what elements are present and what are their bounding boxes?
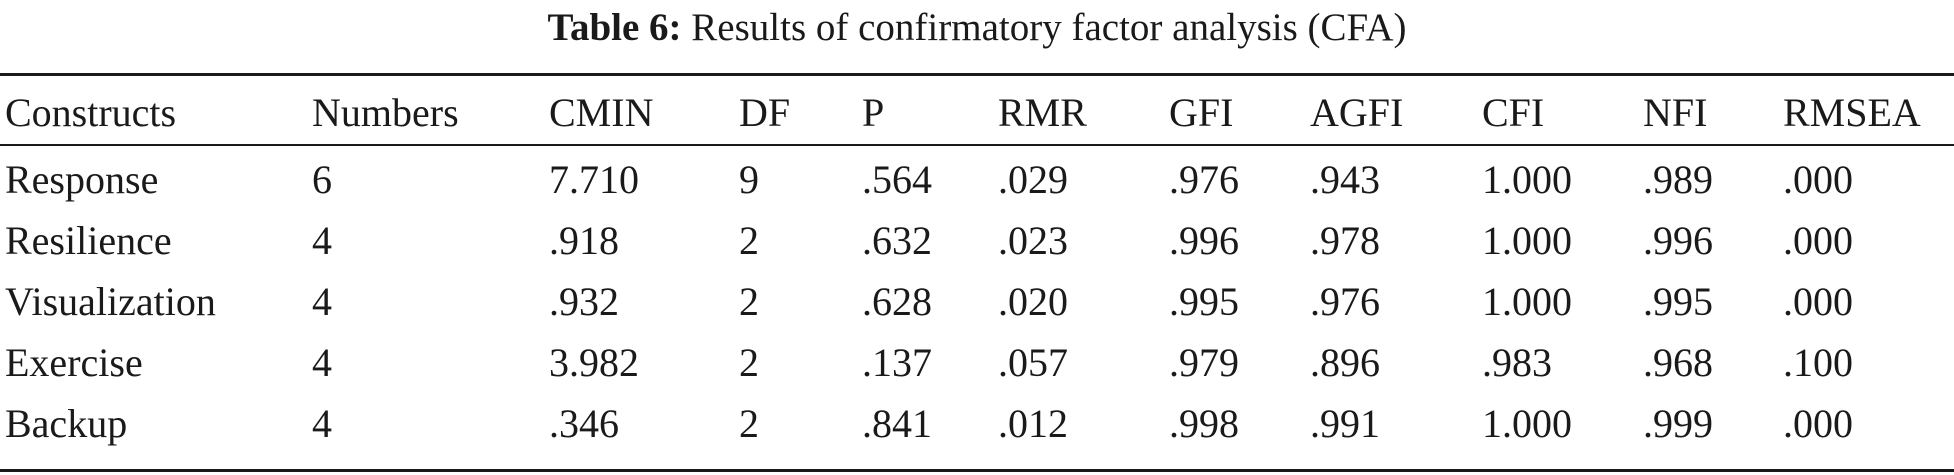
- cell-rmsea: .000: [1783, 279, 1853, 324]
- cell-numbers: 6: [312, 157, 332, 202]
- header-cell-df: DF: [739, 90, 791, 135]
- cell-cmin: 7.710: [549, 157, 639, 202]
- cell-p: .564: [862, 157, 932, 202]
- cell-cfi: .983: [1482, 340, 1552, 385]
- cell-df: 2: [739, 401, 759, 446]
- cell-rmsea: .000: [1783, 218, 1853, 263]
- header-cell-nfi: NFI: [1643, 90, 1708, 135]
- cell-p: .632: [862, 218, 932, 263]
- cell-construct: Backup: [5, 401, 128, 446]
- table-title: Results of confirmatory factor analysis …: [691, 6, 1407, 49]
- top-rule: [0, 73, 1954, 76]
- cell-gfi: .998: [1169, 401, 1239, 446]
- cell-numbers: 4: [312, 279, 332, 324]
- cell-nfi: .996: [1643, 218, 1713, 263]
- cell-numbers: 4: [312, 401, 332, 446]
- cell-rmsea: .000: [1783, 157, 1853, 202]
- cell-df: 9: [739, 157, 759, 202]
- cell-construct: Resilience: [5, 218, 172, 263]
- table-row: Visualization 4 .932 2 .628 .020 .995 .9…: [0, 272, 1954, 332]
- cell-construct: Response: [5, 157, 159, 202]
- cell-gfi: .996: [1169, 218, 1239, 263]
- cell-p: .137: [862, 340, 932, 385]
- header-cell-agfi: AGFI: [1310, 90, 1404, 135]
- cell-cmin: 3.982: [549, 340, 639, 385]
- cell-rmsea: .100: [1783, 340, 1853, 385]
- cell-rmr: .057: [998, 340, 1068, 385]
- table-caption: Table 6: Results of confirmatory factor …: [0, 0, 1954, 60]
- bottom-rule: [0, 469, 1954, 472]
- header-cell-rmr: RMR: [998, 90, 1087, 135]
- cell-cfi: 1.000: [1482, 279, 1572, 324]
- cell-df: 2: [739, 340, 759, 385]
- cell-rmr: .012: [998, 401, 1068, 446]
- cell-cmin: .932: [549, 279, 619, 324]
- cell-cmin: .346: [549, 401, 619, 446]
- cell-agfi: .896: [1310, 340, 1380, 385]
- cell-nfi: .968: [1643, 340, 1713, 385]
- cell-rmr: .020: [998, 279, 1068, 324]
- header-cell-cfi: CFI: [1482, 90, 1545, 135]
- cell-cfi: 1.000: [1482, 157, 1572, 202]
- cell-nfi: .999: [1643, 401, 1713, 446]
- cell-p: .841: [862, 401, 932, 446]
- header-rule: [0, 144, 1954, 146]
- cell-gfi: .976: [1169, 157, 1239, 202]
- cell-agfi: .976: [1310, 279, 1380, 324]
- cell-construct: Exercise: [5, 340, 143, 385]
- table-number: Table 6:: [547, 6, 682, 49]
- cell-nfi: .989: [1643, 157, 1713, 202]
- cell-rmr: .023: [998, 218, 1068, 263]
- cell-agfi: .978: [1310, 218, 1380, 263]
- table-row: Exercise 4 3.982 2 .137 .057 .979 .896 .…: [0, 333, 1954, 393]
- table-row: Resilience 4 .918 2 .632 .023 .996 .978 …: [0, 211, 1954, 271]
- cell-numbers: 4: [312, 218, 332, 263]
- cell-cfi: 1.000: [1482, 218, 1572, 263]
- cell-rmr: .029: [998, 157, 1068, 202]
- cell-p: .628: [862, 279, 932, 324]
- cell-df: 2: [739, 218, 759, 263]
- cell-nfi: .995: [1643, 279, 1713, 324]
- cell-agfi: .943: [1310, 157, 1380, 202]
- cell-df: 2: [739, 279, 759, 324]
- cell-cmin: .918: [549, 218, 619, 263]
- cell-cfi: 1.000: [1482, 401, 1572, 446]
- table-row: Response 6 7.710 9 .564 .029 .976 .943 1…: [0, 150, 1954, 210]
- cell-gfi: .995: [1169, 279, 1239, 324]
- cell-rmsea: .000: [1783, 401, 1853, 446]
- cell-construct: Visualization: [5, 279, 216, 324]
- header-row: Constructs Numbers CMIN DF P RMR GFI AGF…: [0, 83, 1954, 143]
- header-cell-p: P: [862, 90, 885, 135]
- cell-numbers: 4: [312, 340, 332, 385]
- header-cell-cmin: CMIN: [549, 90, 654, 135]
- header-cell-rmsea: RMSEA: [1783, 90, 1921, 135]
- table-row: Backup 4 .346 2 .841 .012 .998 .991 1.00…: [0, 394, 1954, 454]
- header-cell-constructs: Constructs: [5, 90, 177, 135]
- cell-agfi: .991: [1310, 401, 1380, 446]
- header-cell-numbers: Numbers: [312, 90, 459, 135]
- header-cell-gfi: GFI: [1169, 90, 1234, 135]
- cell-gfi: .979: [1169, 340, 1239, 385]
